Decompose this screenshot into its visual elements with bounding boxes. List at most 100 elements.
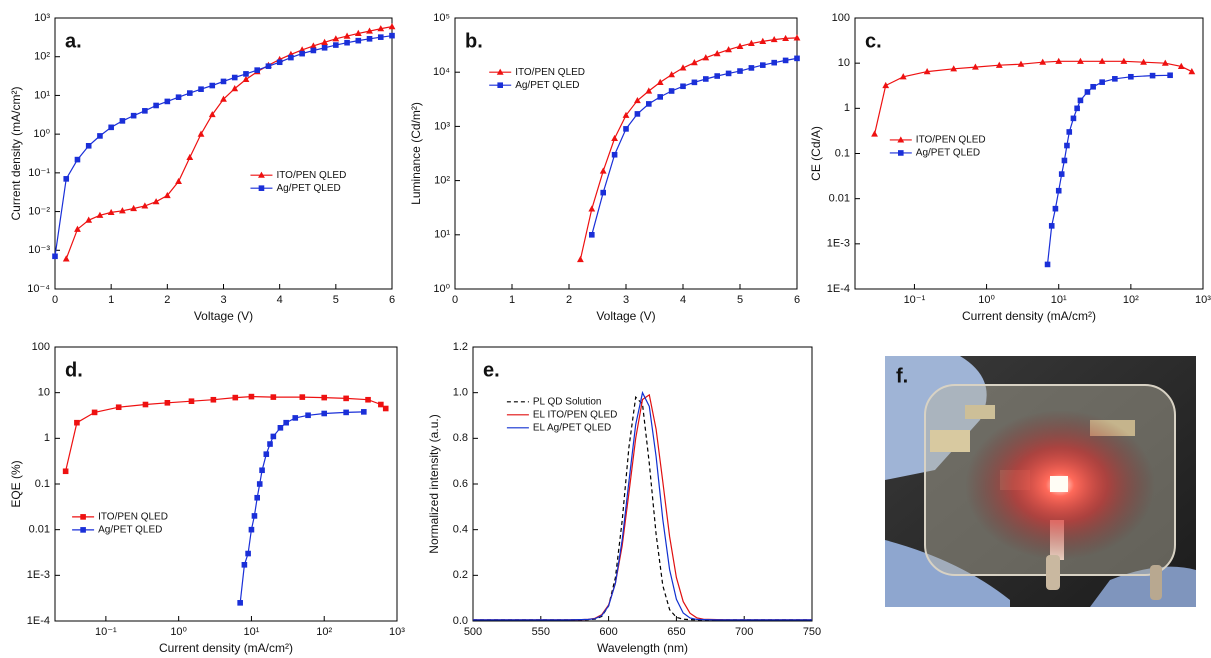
legend-label: ITO/PEN QLED (916, 135, 986, 146)
legend-label: ITO/PEN QLED (276, 170, 346, 181)
marker (577, 255, 584, 263)
marker (74, 156, 81, 163)
x-tick-label: 10⁻¹ (95, 626, 117, 638)
x-tick-label: 0 (52, 294, 58, 306)
marker (245, 550, 251, 557)
marker (231, 74, 238, 81)
marker (270, 394, 277, 400)
legend-label: Ag/PET QLED (515, 80, 579, 91)
marker (142, 401, 149, 408)
marker (1188, 68, 1196, 75)
y-tick-label: 1.2 (453, 341, 468, 353)
marker (589, 232, 595, 238)
panel-label: d. (65, 359, 83, 381)
marker (1098, 57, 1106, 64)
marker (950, 65, 958, 72)
marker (1177, 62, 1185, 69)
marker (1070, 115, 1077, 122)
y-tick-label: 1 (44, 432, 50, 444)
marker (97, 133, 103, 139)
legend-label: PL QD Solution (533, 396, 602, 407)
marker (186, 153, 194, 161)
series-line (579, 37, 798, 260)
x-tick-label: 1 (108, 294, 114, 306)
y-tick-label: 10⁵ (433, 12, 450, 24)
marker (588, 205, 596, 212)
marker (1161, 59, 1169, 66)
marker (321, 44, 328, 51)
marker (634, 111, 641, 117)
y-axis-label: Luminance (Cd/m²) (409, 102, 423, 205)
marker (1074, 105, 1080, 112)
marker (208, 110, 216, 118)
marker (1112, 76, 1118, 82)
panel-label: e. (483, 359, 500, 381)
marker (668, 88, 675, 94)
marker (259, 467, 265, 474)
y-tick-label: 0.1 (35, 478, 50, 490)
marker (1017, 60, 1025, 67)
marker (119, 118, 126, 124)
marker (288, 54, 294, 61)
x-tick-label: 2 (164, 294, 170, 306)
marker (198, 86, 204, 92)
marker (725, 46, 732, 53)
marker (377, 25, 385, 32)
legend-label: EL Ag/PET QLED (533, 422, 611, 433)
marker (237, 600, 243, 606)
marker (62, 468, 69, 475)
marker (256, 481, 263, 487)
marker (1084, 89, 1091, 95)
marker (187, 90, 193, 96)
marker (737, 68, 743, 74)
marker (1052, 205, 1059, 212)
marker (497, 82, 503, 88)
marker (231, 85, 239, 92)
y-tick-label: 10² (34, 51, 50, 63)
marker (248, 393, 255, 400)
marker (220, 95, 227, 102)
x-axis-label: Current density (mA/cm²) (962, 309, 1096, 323)
marker (163, 191, 171, 199)
marker (299, 394, 306, 400)
marker (96, 211, 104, 218)
series-line (65, 26, 393, 260)
marker (622, 111, 630, 118)
y-tick-label: 10³ (34, 12, 50, 24)
x-tick-label: 10¹ (243, 626, 259, 638)
marker (258, 171, 265, 178)
x-tick-label: 10² (316, 626, 332, 638)
x-tick-label: 650 (667, 626, 685, 638)
marker (310, 47, 317, 54)
marker (793, 34, 801, 41)
y-tick-label: 100 (832, 12, 850, 24)
marker (267, 441, 273, 447)
marker (623, 126, 629, 132)
y-tick-label: 0.8 (453, 432, 468, 444)
y-tick-label: 10⁻¹ (28, 167, 50, 179)
marker (645, 87, 653, 94)
marker (333, 42, 339, 48)
marker (305, 412, 311, 419)
marker (389, 32, 395, 39)
marker (153, 102, 159, 109)
photo: f. (885, 356, 1196, 607)
marker (299, 50, 305, 57)
marker (263, 451, 270, 457)
marker (309, 42, 317, 49)
y-tick-label: 1.0 (453, 387, 468, 399)
marker (355, 37, 362, 44)
x-tick-label: 6 (794, 294, 800, 306)
marker (85, 142, 92, 149)
y-tick-label: 0.01 (29, 524, 50, 536)
marker (232, 394, 239, 401)
marker (52, 253, 58, 260)
y-tick-label: 10 (38, 387, 50, 399)
legend-label: Ag/PET QLED (98, 525, 162, 536)
plot-frame (454, 17, 798, 290)
marker (657, 94, 663, 100)
marker (1140, 58, 1147, 65)
marker (899, 73, 907, 80)
marker (1048, 223, 1055, 229)
marker (115, 404, 122, 411)
